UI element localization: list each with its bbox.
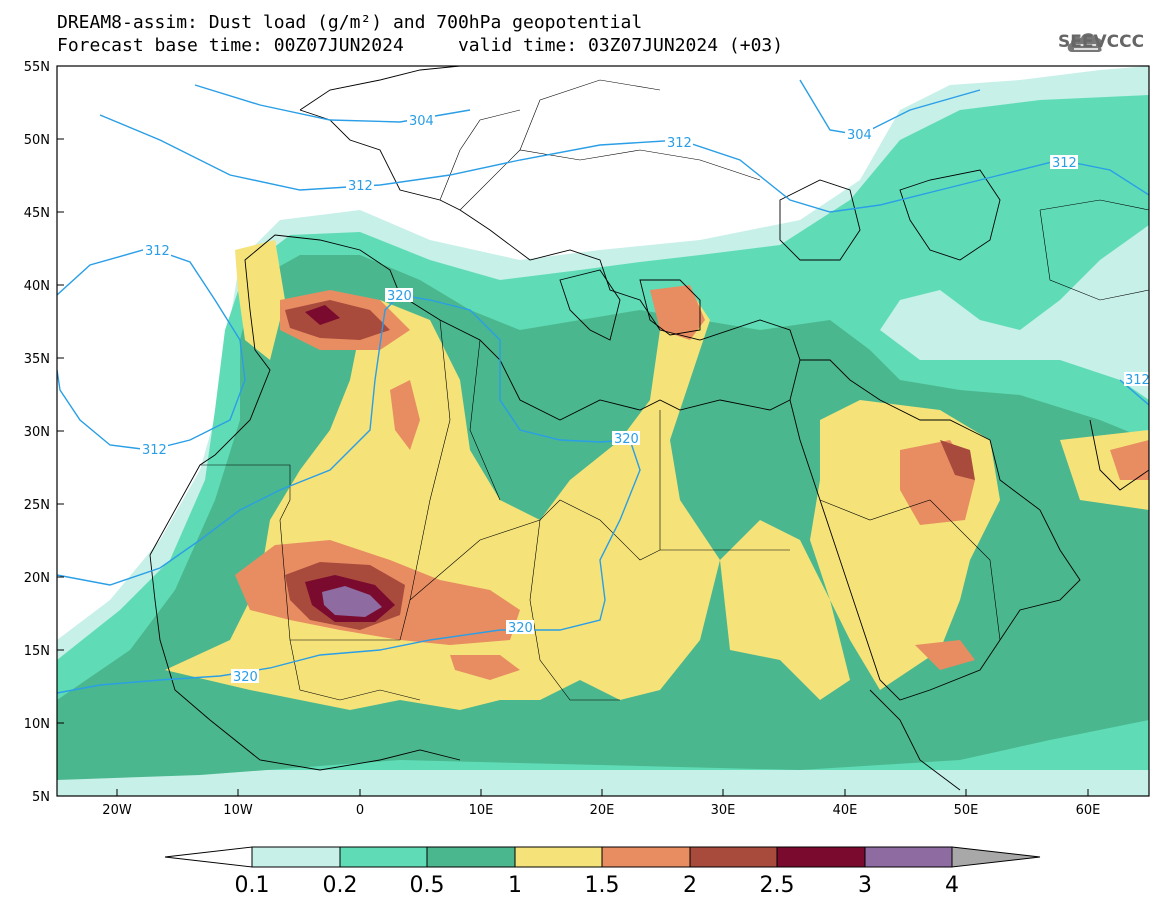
colorbar-swatch — [339, 846, 428, 868]
contour-label-312e: 312 — [142, 443, 167, 458]
colorbar: 0.1 0.2 0.5 1 1.5 2 2.5 3 4 — [164, 846, 1041, 898]
lon-tick-label: 10E — [469, 803, 494, 818]
lat-tick-label: 55N — [24, 60, 50, 75]
lat-tick-label: 15N — [24, 644, 50, 659]
lat-tick-label: 10N — [24, 717, 50, 732]
colorbar-swatch — [514, 846, 603, 868]
lat-axis: 55N 50N 45N 40N 35N 30N 25N 20N 15N 10N … — [24, 60, 64, 805]
colorbar-swatch — [251, 846, 341, 868]
colorbar-swatch — [689, 846, 778, 868]
contour-label-312d: 312 — [145, 244, 170, 259]
contour-label-312a: 312 — [667, 136, 692, 151]
contour-label-320c: 320 — [508, 621, 533, 636]
contour-label-304b: 304 — [847, 128, 872, 143]
dust-region-3 — [322, 586, 382, 617]
colorbar-label: 0.2 — [323, 873, 358, 898]
contour-label-312b: 312 — [348, 179, 373, 194]
lat-tick-label: 5N — [32, 790, 50, 805]
lat-tick-label: 40N — [24, 279, 50, 294]
contour-label-320b: 320 — [614, 432, 639, 447]
lon-tick-label: 50E — [954, 803, 979, 818]
colorbar-label: 1.5 — [585, 873, 620, 898]
chart-subtitle: Forecast base time: 00Z07JUN2024 valid t… — [57, 35, 784, 56]
colorbar-swatch — [776, 846, 866, 868]
colorbar-label: 0.1 — [235, 873, 270, 898]
colorbar-swatch — [601, 846, 691, 868]
chart-title: DREAM8-assim: Dust load (g/m²) and 700hP… — [57, 12, 643, 33]
colorbar-high-arrow — [951, 846, 1041, 868]
contour-label-312f: 312 — [1125, 373, 1150, 388]
lon-tick-label: 10W — [223, 803, 253, 818]
coastlines — [149, 66, 1149, 791]
lat-tick-label: 25N — [24, 498, 50, 513]
lat-tick-label: 20N — [24, 571, 50, 586]
colorbar-swatch — [864, 846, 953, 868]
colorbar-label: 0.5 — [410, 873, 445, 898]
country-borders — [200, 79, 1149, 701]
lon-tick-label: 30E — [711, 803, 736, 818]
contour-label-312c: 312 — [1052, 156, 1077, 171]
colorbar-label: 2 — [683, 873, 697, 898]
lon-tick-label: 20E — [590, 803, 615, 818]
lon-tick-label: 40E — [833, 803, 858, 818]
colorbar-swatch — [426, 846, 516, 868]
colorbar-label: 4 — [945, 873, 959, 898]
colorbar-label: 2.5 — [760, 873, 795, 898]
lat-tick-label: 35N — [24, 352, 50, 367]
contour-label-304a: 304 — [409, 114, 434, 129]
logo-text: SEEVCCC — [1058, 32, 1145, 52]
contour-label-group: 304 304 312 312 312 312 312 312 320 320 … — [140, 113, 1150, 685]
colorbar-label: 1 — [508, 873, 522, 898]
lat-tick-label: 30N — [24, 425, 50, 440]
contour-label-320d: 320 — [233, 670, 258, 685]
colorbar-label: 3 — [858, 873, 872, 898]
dust-region-25 — [305, 305, 395, 622]
colorbar-low-arrow — [164, 846, 253, 868]
lat-tick-label: 45N — [24, 206, 50, 221]
lat-tick-label: 50N — [24, 133, 50, 148]
lon-axis: 20W 10W 0 10E 20E 30E 40E 50E 60E — [102, 789, 1100, 818]
lon-tick-label: 60E — [1076, 803, 1101, 818]
contour-label-320a: 320 — [387, 289, 412, 304]
lon-tick-label: 20W — [102, 803, 132, 818]
cloud-icon — [1067, 33, 1103, 52]
lon-tick-label: 0 — [356, 803, 364, 818]
